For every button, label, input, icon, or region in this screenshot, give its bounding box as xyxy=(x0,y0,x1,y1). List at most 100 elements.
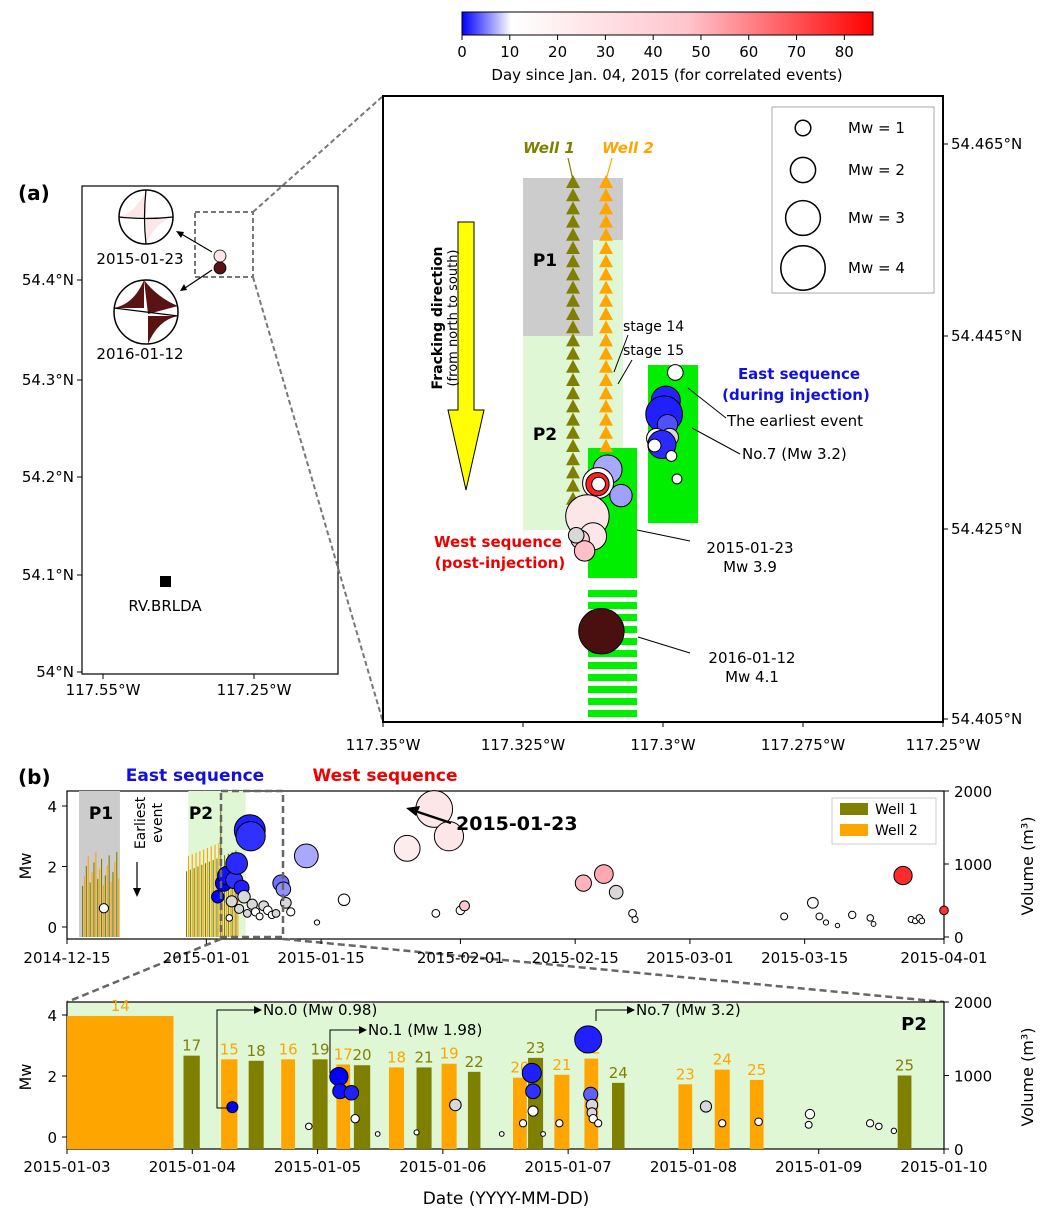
panel-c-event xyxy=(521,1062,542,1084)
panel-b-event xyxy=(225,852,248,875)
zoom-line-bottom xyxy=(252,276,384,723)
panel-b-event xyxy=(98,903,109,914)
panel-b-volume-bar xyxy=(116,851,118,937)
panel-c-stage-label: 21 xyxy=(552,1056,571,1074)
panel-b-label: (b) xyxy=(18,765,51,789)
panel-c-event xyxy=(413,1129,420,1136)
well-triangle xyxy=(566,333,580,347)
stage14-arrow xyxy=(613,334,629,373)
panel-a-xtick-label: 117.55°W xyxy=(66,681,141,699)
panel-c-ytick-label: 2 xyxy=(47,1068,57,1086)
panel-b-event xyxy=(866,914,874,922)
stage14-label: stage 14 xyxy=(623,319,684,335)
east-subtitle: (during injection) xyxy=(722,386,870,404)
panel-b-volume-bar xyxy=(108,855,110,937)
panel-c-event xyxy=(374,1131,381,1137)
well-triangle xyxy=(566,267,580,281)
panel-b-event xyxy=(594,864,614,884)
well-triangle xyxy=(566,359,580,373)
panel-b-xtick-label: 2015-01-15 xyxy=(277,949,364,967)
panel-b-volume-bar xyxy=(203,849,205,937)
panel-c-event xyxy=(525,1083,541,1100)
panel-c-no7-arrowhead xyxy=(627,1006,635,1014)
panel-c-event xyxy=(540,1131,546,1137)
panel-b-event xyxy=(631,915,639,923)
panel-b-event xyxy=(286,907,296,917)
overview-event-2016 xyxy=(213,261,227,275)
colorbar-tick-label: 50 xyxy=(691,43,710,61)
well-triangle xyxy=(566,386,580,400)
colorbar-tick-label: 70 xyxy=(787,43,806,61)
panel-b-volume-bar xyxy=(222,870,224,937)
size-legend-circle xyxy=(784,199,822,237)
size-legend-circle xyxy=(794,119,812,137)
legend-well1-swatch xyxy=(840,803,868,815)
legend-well2-label: Well 2 xyxy=(875,823,918,839)
panel-c-xlabel: Date (YYYY-MM-DD) xyxy=(423,1189,590,1209)
panel-b-content xyxy=(79,790,949,937)
panel-b-volume-bar xyxy=(91,872,93,937)
panel-b-ylabel: Mw xyxy=(16,853,35,880)
panel-b-y2tick-label: 2000 xyxy=(954,783,992,801)
well-triangle xyxy=(599,399,613,413)
panel-c-stage-bar xyxy=(611,1082,625,1149)
legend-well2-swatch xyxy=(840,824,868,836)
colorbar-gradient xyxy=(461,11,874,36)
panel-c-no1-arrow xyxy=(329,1029,360,1073)
size-legend-label: Mw = 3 xyxy=(848,209,905,227)
panel-b-volume-bar xyxy=(85,865,87,937)
panel-b-zoombox xyxy=(219,789,285,939)
panel-b-event xyxy=(893,865,913,886)
well-triangle xyxy=(599,359,613,373)
panel-a-ytick-label: 54.2°N xyxy=(22,468,74,486)
panel-b-ytick-label: 2 xyxy=(47,859,57,877)
green-stripe xyxy=(588,674,637,681)
well-triangle xyxy=(599,241,613,254)
panel-c-no7: No.7 (Mw 3.2) xyxy=(636,1001,741,1019)
panel-b-event xyxy=(459,900,470,912)
well-triangle xyxy=(566,452,580,466)
panel-c-y2tick-label: 1000 xyxy=(954,1068,992,1086)
zoom-map-event xyxy=(578,608,625,655)
size-legend-circle xyxy=(789,156,817,184)
panel-b-event xyxy=(337,893,351,907)
p1-label: P1 xyxy=(533,251,557,271)
green-stripe xyxy=(588,602,637,609)
well-triangle xyxy=(599,293,613,307)
well-triangle xyxy=(599,188,613,202)
panel-b-volume-bar xyxy=(114,861,116,937)
well-triangle xyxy=(599,214,613,228)
well-triangle xyxy=(599,439,613,452)
well1-label-arrow xyxy=(567,157,574,181)
panel-c-stage-bar xyxy=(714,1069,730,1149)
panel-c-stage-label: 18 xyxy=(387,1048,406,1066)
panel-b-event xyxy=(939,905,949,916)
panel-b-volume-bar xyxy=(95,852,97,937)
well-triangle xyxy=(599,254,613,268)
green-stripe xyxy=(588,590,637,597)
panel-b-volume-bar xyxy=(197,866,199,937)
colorbar-tick-label: 40 xyxy=(644,43,663,61)
zoom-map-event xyxy=(573,540,596,562)
panel-b-xtick-label: 2015-01-01 xyxy=(163,949,250,967)
green-stripe xyxy=(588,686,637,693)
panel-b-earliest: Earliest xyxy=(133,796,149,849)
panel-b-volume-bar xyxy=(224,855,226,937)
panel-c-stage-label: 24 xyxy=(713,1051,732,1069)
size-legend: Mw = 1 Mw = 2 Mw = 3 Mw = 4 xyxy=(780,119,905,291)
well-triangle xyxy=(566,307,580,320)
panel-b-event xyxy=(271,908,281,918)
panel-b-annot-arrowhead xyxy=(406,806,420,816)
ev2015-date: 2015-01-23 xyxy=(706,539,793,557)
well-triangle xyxy=(599,201,613,215)
panel-c-stage-bar xyxy=(678,1084,693,1149)
overview-event-2015 xyxy=(213,249,227,263)
panel-b-event xyxy=(608,884,624,900)
panel-b-xtick-label: 2015-03-01 xyxy=(646,949,733,967)
well-triangle xyxy=(566,465,580,479)
well-triangle xyxy=(599,227,613,241)
panel-a-ytick-label: 54.4°N xyxy=(22,271,74,289)
panel-c-xtick-label: 2015-01-04 xyxy=(149,1158,236,1176)
panel-a-ytick-label: 54.1°N xyxy=(22,566,74,584)
earliest-arrow xyxy=(687,387,727,419)
